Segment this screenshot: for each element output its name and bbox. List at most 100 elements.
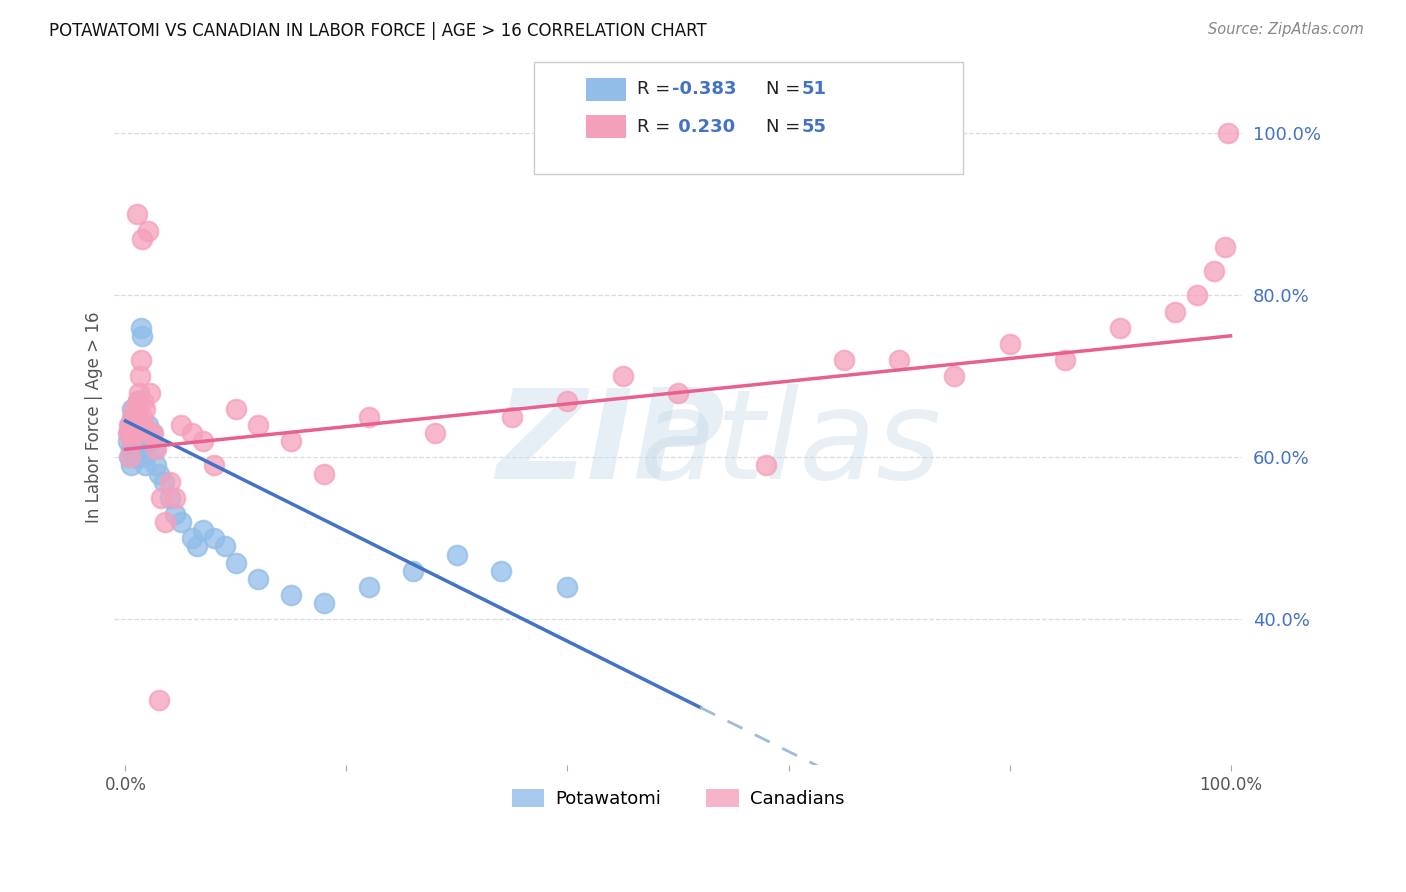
Text: N =: N = [766, 80, 806, 98]
Potawatomi [314, 596, 336, 610]
Canadians [191, 434, 214, 449]
Potawatomi [225, 556, 247, 570]
Canadians [280, 434, 302, 449]
Text: POTAWATOMI VS CANADIAN IN LABOR FORCE | AGE > 16 CORRELATION CHART: POTAWATOMI VS CANADIAN IN LABOR FORCE | … [49, 22, 707, 40]
Potawatomi [148, 467, 170, 481]
Potawatomi [153, 475, 176, 489]
Canadians [357, 409, 380, 424]
Text: 51: 51 [801, 80, 827, 98]
Canadians [124, 425, 146, 440]
Canadians [136, 425, 159, 440]
Canadians [131, 232, 153, 246]
Potawatomi [280, 588, 302, 602]
Potawatomi [557, 580, 579, 594]
Potawatomi [489, 564, 512, 578]
Potawatomi [134, 458, 156, 473]
Canadians [557, 393, 579, 408]
Canadians [165, 491, 187, 505]
Potawatomi [141, 425, 163, 440]
Canadians [943, 369, 966, 384]
Text: ZIP: ZIP [496, 384, 724, 505]
Canadians [501, 409, 523, 424]
Canadians [155, 515, 177, 529]
Potawatomi [165, 507, 187, 521]
Text: Source: ZipAtlas.com: Source: ZipAtlas.com [1208, 22, 1364, 37]
Canadians [149, 491, 172, 505]
Canadians [612, 369, 634, 384]
Potawatomi [117, 434, 139, 449]
Potawatomi [131, 417, 153, 432]
Canadians [134, 417, 156, 432]
Potawatomi [118, 417, 141, 432]
Canadians [131, 409, 153, 424]
Potawatomi [128, 425, 150, 440]
Potawatomi [191, 523, 214, 537]
Canadians [129, 353, 152, 368]
Canadians [121, 409, 143, 424]
Canadians [314, 467, 336, 481]
Canadians [202, 458, 225, 473]
Canadians [998, 337, 1021, 351]
Canadians [1053, 353, 1076, 368]
Potawatomi [247, 572, 270, 586]
Potawatomi [127, 393, 149, 408]
Canadians [134, 401, 156, 416]
Canadians [887, 353, 910, 368]
Potawatomi [357, 580, 380, 594]
Potawatomi [135, 425, 157, 440]
Canadians [666, 385, 689, 400]
Potawatomi [143, 442, 166, 457]
Text: 0.230: 0.230 [672, 118, 735, 136]
Text: -0.383: -0.383 [672, 80, 737, 98]
Text: R =: R = [637, 118, 676, 136]
Potawatomi [402, 564, 425, 578]
Text: atlas: atlas [640, 384, 942, 505]
Canadians [139, 385, 162, 400]
Canadians [117, 425, 139, 440]
Potawatomi [128, 442, 150, 457]
Canadians [128, 369, 150, 384]
Potawatomi [120, 458, 142, 473]
Potawatomi [127, 409, 149, 424]
Canadians [132, 393, 155, 408]
Y-axis label: In Labor Force | Age > 16: In Labor Force | Age > 16 [86, 311, 103, 523]
Canadians [755, 458, 778, 473]
Potawatomi [136, 417, 159, 432]
Text: N =: N = [766, 118, 806, 136]
Canadians [180, 425, 202, 440]
Potawatomi [186, 540, 208, 554]
Canadians [122, 425, 145, 440]
Potawatomi [124, 442, 146, 457]
Canadians [118, 450, 141, 465]
Potawatomi [121, 401, 143, 416]
Canadians [1218, 126, 1240, 140]
Canadians [127, 393, 149, 408]
Canadians [124, 401, 146, 416]
Potawatomi [122, 434, 145, 449]
Canadians [1187, 288, 1209, 302]
Canadians [118, 417, 141, 432]
Potawatomi [125, 434, 148, 449]
Canadians [136, 223, 159, 237]
Canadians [159, 475, 181, 489]
Potawatomi [124, 425, 146, 440]
Potawatomi [120, 442, 142, 457]
Potawatomi [170, 515, 193, 529]
Potawatomi [129, 320, 152, 334]
Canadians [1164, 304, 1187, 318]
Text: 55: 55 [801, 118, 827, 136]
Potawatomi [214, 540, 236, 554]
Canadians [170, 417, 193, 432]
Potawatomi [128, 425, 150, 440]
Canadians [148, 693, 170, 707]
Canadians [128, 385, 150, 400]
Potawatomi [180, 532, 202, 546]
Canadians [1202, 264, 1225, 278]
Canadians [1109, 320, 1132, 334]
Potawatomi [202, 532, 225, 546]
Canadians [142, 425, 165, 440]
Canadians [145, 442, 167, 457]
Potawatomi [118, 450, 141, 465]
Potawatomi [446, 548, 468, 562]
Canadians [120, 434, 142, 449]
